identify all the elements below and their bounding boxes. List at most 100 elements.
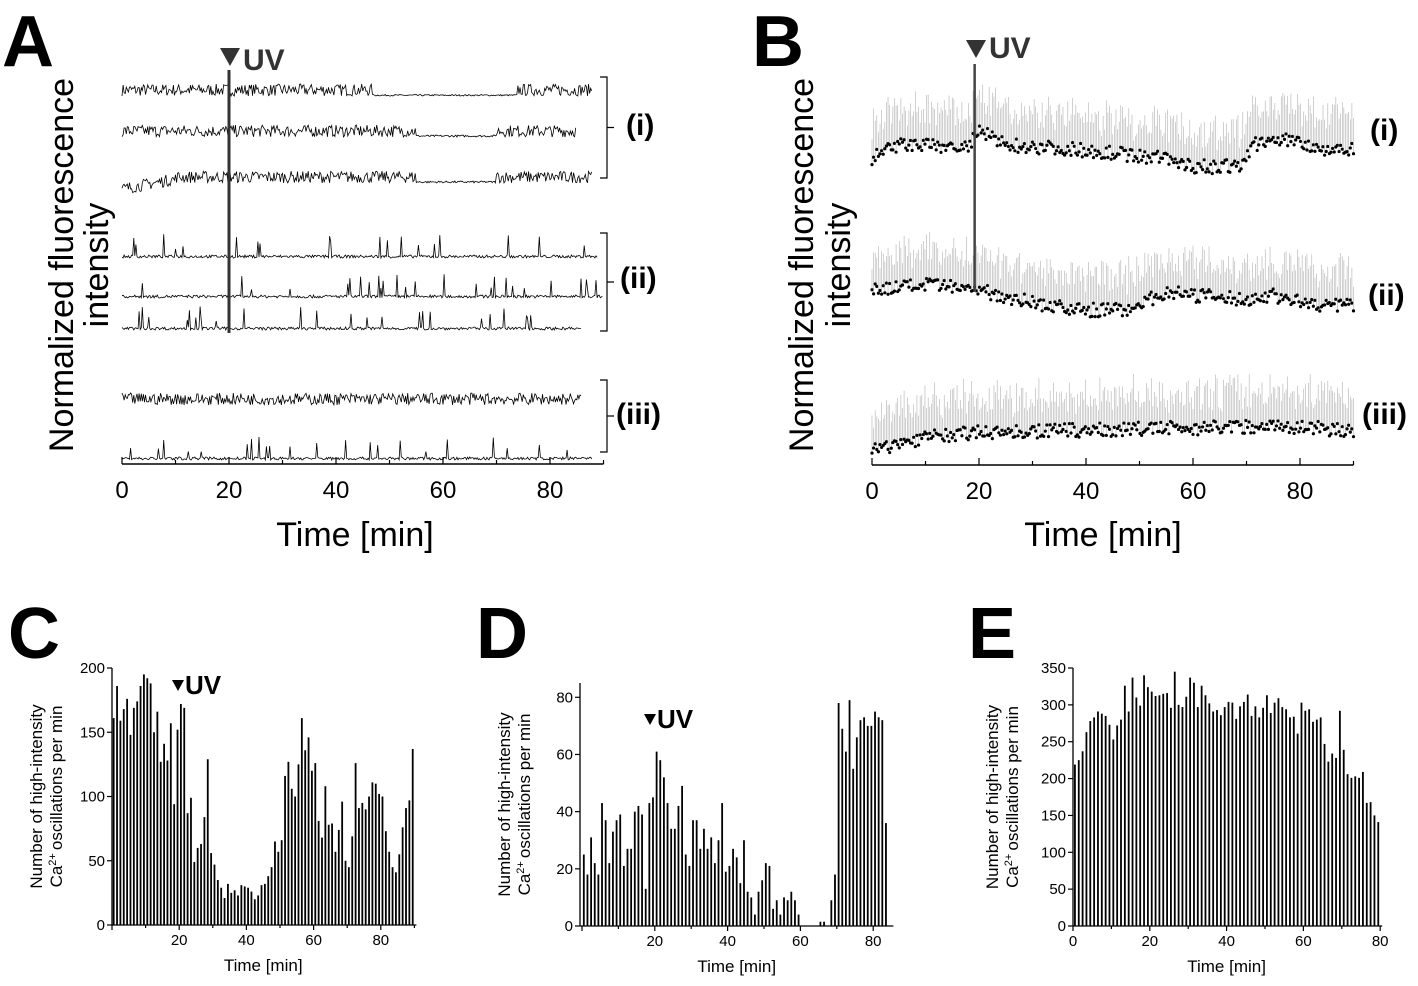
bar [263, 883, 266, 925]
bar [670, 828, 673, 926]
data-point [1284, 293, 1288, 297]
bar [881, 720, 884, 926]
data-point [1157, 160, 1161, 164]
data-point [1027, 148, 1031, 152]
data-point [1318, 309, 1322, 313]
data-point [1165, 286, 1169, 290]
data-point [1281, 428, 1285, 432]
bar [176, 729, 179, 925]
data-point [1247, 155, 1251, 159]
bar [1362, 771, 1364, 926]
data-point [1197, 300, 1202, 304]
data-point [979, 131, 983, 135]
bar [703, 828, 705, 926]
data-point [1077, 150, 1081, 154]
data-point [960, 142, 964, 147]
data-point [1228, 290, 1232, 294]
bar [1108, 724, 1111, 926]
data-point [884, 440, 889, 444]
data-point [1077, 302, 1081, 306]
bar [358, 808, 360, 925]
data-point [998, 433, 1003, 437]
data-point [1181, 159, 1185, 164]
data-point [1085, 308, 1089, 312]
data-point [921, 282, 925, 286]
panel-letter-c: C [8, 594, 60, 674]
data-point [1140, 433, 1144, 438]
fluorescence-trace [121, 306, 581, 332]
data-point [1059, 430, 1063, 434]
data-point [1313, 298, 1317, 302]
data-point [926, 437, 930, 441]
data-point [1005, 432, 1009, 436]
data-point [1144, 161, 1149, 165]
ion-charge: 2+ [1003, 854, 1015, 867]
data-point [1324, 298, 1328, 302]
data-point [939, 150, 943, 155]
bar [710, 837, 713, 926]
bar [859, 720, 862, 926]
data-point [1229, 301, 1234, 305]
data-point [1306, 306, 1311, 310]
bar [163, 743, 165, 925]
data-point [1178, 160, 1182, 164]
bar [1143, 675, 1145, 926]
data-point [1245, 149, 1250, 153]
data-point [913, 138, 917, 142]
data-point [1085, 153, 1089, 157]
data-point [1164, 427, 1168, 432]
data-point [1310, 149, 1314, 153]
data-point [912, 435, 916, 439]
data-point [1278, 426, 1282, 430]
data-point [985, 283, 990, 288]
data-point [1213, 420, 1218, 424]
data-point [1072, 425, 1076, 429]
data-point [1284, 424, 1288, 428]
uv-marker-icon [172, 680, 184, 691]
bar [331, 823, 333, 925]
bar [1266, 695, 1268, 926]
data-point [944, 427, 948, 431]
data-point [1302, 302, 1306, 307]
bar [341, 801, 344, 925]
bar [411, 748, 414, 925]
data-point [989, 135, 993, 140]
data-point [937, 143, 942, 147]
data-point [892, 289, 897, 293]
x-tick-label: 60 [305, 932, 322, 949]
bar [688, 865, 691, 926]
data-point [1228, 170, 1232, 174]
bar [253, 899, 256, 925]
bar [351, 836, 354, 925]
uv-marker-icon [220, 48, 240, 66]
uv-label: UV [657, 704, 694, 734]
data-point [1199, 429, 1203, 433]
bar [1127, 711, 1130, 926]
data-point [985, 126, 990, 131]
bar [307, 737, 310, 925]
x-tick-label: 0 [865, 478, 878, 505]
data-point [1270, 289, 1274, 293]
data-point [870, 288, 874, 292]
bar [1200, 685, 1203, 926]
data-point [883, 291, 887, 295]
data-point [1193, 288, 1197, 292]
data-point [923, 288, 927, 292]
data-point [1340, 147, 1344, 151]
data-point [1252, 140, 1256, 144]
data-point [1021, 144, 1025, 149]
data-point [1233, 296, 1237, 300]
data-point [1003, 429, 1007, 433]
data-point [1176, 427, 1181, 432]
bar [1254, 706, 1257, 926]
data-point [1183, 429, 1187, 433]
data-point [984, 290, 988, 294]
panel-a-xlabel: Time [min] [276, 516, 433, 554]
bar [1139, 705, 1142, 926]
data-point [1154, 292, 1158, 297]
data-point [1087, 427, 1091, 431]
bar [149, 683, 152, 925]
x-axis-label: Time [min] [224, 956, 303, 975]
x-tick-label: 40 [1218, 933, 1235, 950]
bar [173, 804, 176, 925]
